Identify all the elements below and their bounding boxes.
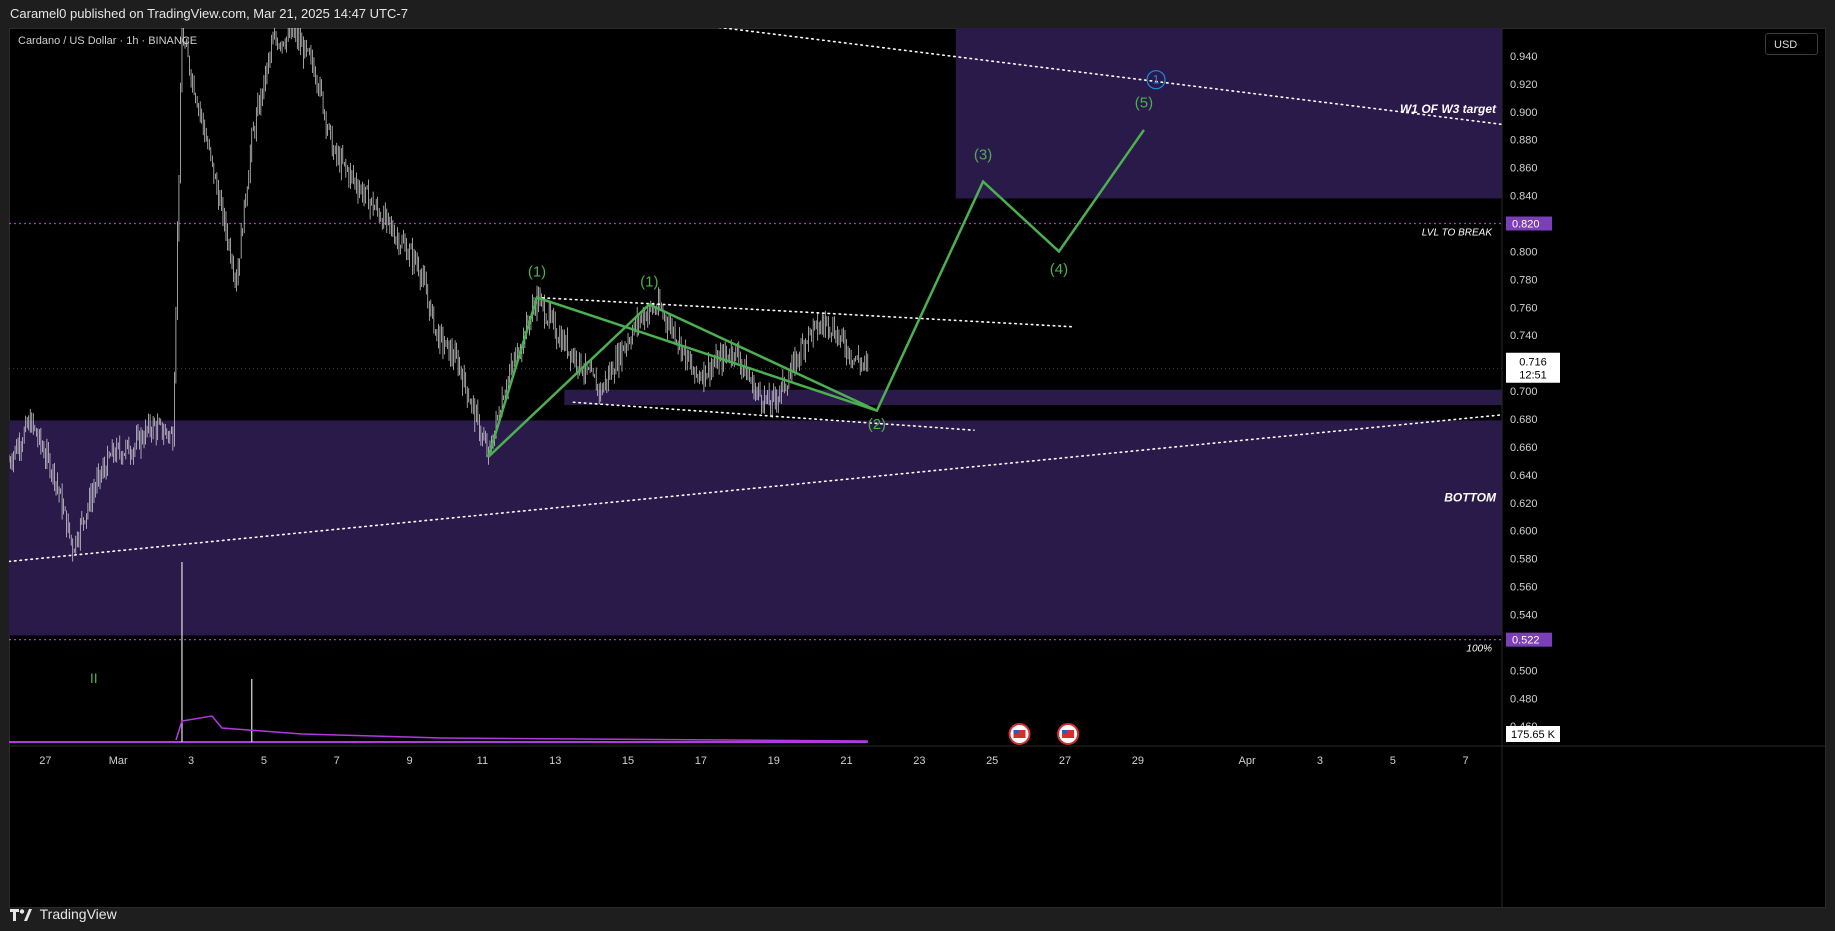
x-tick-label-19: 7 [1463,755,1469,767]
footer: TradingView [0,898,1835,931]
footer-brand: TradingView [39,906,117,922]
wave-circle-label: 1 [1153,73,1160,87]
price-tag-bg [1506,352,1560,383]
x-tick-label-18: 5 [1390,755,1396,767]
x-tick-label-8: 15 [622,755,634,767]
volume-tag-bg [1506,726,1560,742]
y-tick-label-17: 0.560 [1510,582,1538,594]
x-tick-label-12: 23 [913,755,925,767]
y-tick-label-15: 0.600 [1510,526,1538,538]
y-tick-label-13: 0.640 [1510,470,1538,482]
tradingview-logo-icon [10,909,32,922]
x-tick-label-17: 3 [1317,755,1323,767]
trendline-2 [536,296,1075,328]
x-tick-label-14: 27 [1059,755,1071,767]
y-tick-label-2: 0.900 [1510,107,1538,119]
trendline-1 [9,414,1503,563]
x-tick-label-3: 5 [261,755,267,767]
wave-circle-marker [1146,70,1166,90]
zone-2 [9,420,1502,636]
y-tick-label-5: 0.840 [1510,191,1538,203]
wave-label-2: (2) [868,416,886,433]
x-tick-label-15: 29 [1132,755,1144,767]
x-tick-label-13: 25 [986,755,998,767]
x-tick-label-10: 19 [768,755,780,767]
us-flag-icon [1057,723,1080,745]
y-tick-label-0: 0.940 [1510,51,1538,63]
x-tick-label-4: 7 [334,755,340,767]
level-label-0: LVL TO BREAK [1422,228,1494,239]
wave-path [487,129,1145,458]
annotation-1: BOTTOM [1444,490,1497,504]
indicator-mark: II [90,670,98,686]
annotations: W1 OF W3 target BOTTOM [1400,102,1497,504]
level-tag-0: 0.820 [1512,219,1540,231]
x-tick-label-5: 9 [406,755,412,767]
y-tick-label-10: 0.700 [1510,386,1538,398]
wave-label-3: (3) [974,146,992,163]
y-tick-label-19: 0.500 [1510,665,1538,677]
symbol-title: Cardano / US Dollar · 1h · BINANCE [18,35,198,47]
flag-stripes-1 [1062,730,1075,738]
us-flag-icon [1008,723,1031,745]
horizontal-levels: 0.820 LVL TO BREAK 0.522 100% [9,216,1552,655]
x-tick-label-16: Apr [1239,755,1256,767]
x-tick-label-9: 17 [695,755,707,767]
annotation-0: W1 OF W3 target [1400,102,1497,116]
x-tick-label-11: 21 [840,755,852,767]
y-tick-label-1: 0.920 [1510,79,1538,91]
flag-stripes-0 [1013,730,1026,738]
level-tag-bg-1 [1506,632,1552,647]
price-candles [9,28,869,562]
x-tick-label-7: 13 [549,755,561,767]
y-tick-label-3: 0.880 [1510,135,1538,147]
y-tick-label-12: 0.660 [1510,442,1538,454]
trendline-3 [572,401,975,431]
wave-label-4: (4) [1050,261,1068,278]
y-tick-label-20: 0.480 [1510,693,1538,705]
x-tick-label-2: 3 [188,755,194,767]
zone-0 [955,28,1502,199]
y-tick-label-6: 0.800 [1510,246,1538,258]
zone-1 [564,389,1502,406]
y-tick-label-14: 0.620 [1510,498,1538,510]
level-tag-1: 0.522 [1512,635,1540,647]
y-tick-label-16: 0.580 [1510,554,1538,566]
volume-ma-line [175,715,868,742]
price-tag-value: 0.716 [1519,357,1547,369]
y-tick-label-4: 0.860 [1510,163,1538,175]
y-tick-label-9: 0.740 [1510,330,1538,342]
volume-pane: II [9,562,1080,745]
zones [9,28,1502,636]
wave-label-1: (1) [640,273,658,290]
x-tick-label-0: 27 [39,755,51,767]
publish-header: Caramel0 published on TradingView.com, M… [10,6,408,21]
axes: 0.940 0.920 0.900 0.880 0.860 0.840 0.800 0.780… [9,28,1826,908]
level-label-1: 100% [1466,644,1492,655]
wave-label-0: (1) [528,264,546,281]
wave-label-5: (5) [1135,95,1153,112]
x-tick-label-6: 11 [477,755,488,767]
flag-canton-1 [1062,730,1068,734]
y-tick-label-18: 0.540 [1510,610,1538,622]
level-tag-bg-0 [1506,216,1552,231]
y-tick-label-11: 0.680 [1510,414,1538,426]
currency-button[interactable]: USD [1765,33,1818,55]
trendlines [9,28,1503,563]
flag-canton-0 [1013,730,1019,734]
price-tag-countdown: 12:51 [1519,370,1547,382]
y-tick-label-7: 0.780 [1510,274,1538,286]
y-tick-label-8: 0.760 [1510,302,1538,314]
x-tick-label-1: Mar [109,755,128,767]
wave-path-alt [487,303,878,458]
volume-tag-value: 175.65 K [1511,729,1556,741]
wave-count: (1) (1) (2) (3) (4) (5)1 [487,70,1166,458]
